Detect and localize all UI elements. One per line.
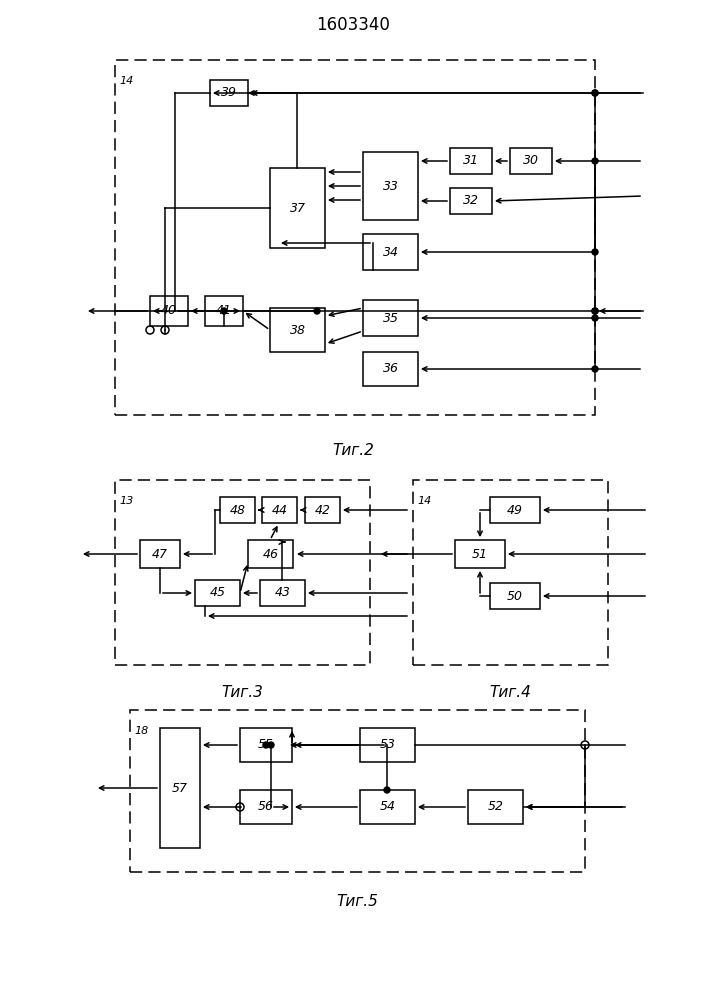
Bar (240, 728, 292, 762)
Circle shape (592, 308, 598, 314)
Bar (360, 728, 415, 762)
Bar (220, 497, 255, 523)
Text: 31: 31 (463, 154, 479, 167)
Text: 54: 54 (380, 800, 395, 814)
Bar (413, 480, 608, 665)
Circle shape (592, 366, 598, 372)
Text: Τиг.3: Τиг.3 (221, 685, 263, 700)
Text: 49: 49 (507, 504, 523, 516)
Circle shape (592, 315, 598, 321)
Circle shape (592, 249, 598, 255)
Text: 36: 36 (382, 362, 399, 375)
Text: 30: 30 (523, 154, 539, 167)
Text: 18: 18 (134, 726, 148, 736)
Bar (262, 497, 297, 523)
Text: 32: 32 (463, 194, 479, 208)
Text: 13: 13 (119, 496, 133, 506)
Bar (305, 497, 340, 523)
Text: 33: 33 (382, 180, 399, 192)
Circle shape (268, 742, 274, 748)
Text: 14: 14 (417, 496, 431, 506)
Circle shape (592, 90, 598, 96)
Bar (210, 80, 248, 106)
Text: 51: 51 (472, 548, 488, 560)
Bar (363, 234, 418, 270)
Bar (455, 540, 505, 568)
Text: 40: 40 (161, 304, 177, 318)
Circle shape (221, 308, 227, 314)
Bar (270, 308, 325, 352)
Text: 52: 52 (488, 800, 503, 814)
Text: 47: 47 (152, 548, 168, 560)
Text: 55: 55 (258, 738, 274, 752)
Text: 46: 46 (262, 548, 279, 560)
Text: 43: 43 (274, 586, 291, 599)
Bar (150, 296, 188, 326)
Text: 56: 56 (258, 800, 274, 814)
Circle shape (592, 158, 598, 164)
Bar (160, 728, 200, 848)
Text: Τиг.2: Τиг.2 (332, 443, 374, 458)
Bar (140, 540, 180, 568)
Bar (240, 790, 292, 824)
Text: 37: 37 (289, 202, 305, 215)
Text: 14: 14 (119, 76, 133, 86)
Bar (450, 188, 492, 214)
Text: Τиг.4: Τиг.4 (489, 685, 531, 700)
Circle shape (263, 742, 269, 748)
Bar (205, 296, 243, 326)
Bar (260, 580, 305, 606)
Text: 1603340: 1603340 (316, 16, 390, 34)
Bar (195, 580, 240, 606)
Bar (130, 710, 585, 872)
Bar (510, 148, 552, 174)
Text: 53: 53 (380, 738, 395, 752)
Bar (363, 352, 418, 386)
Bar (468, 790, 523, 824)
Text: 57: 57 (172, 782, 188, 794)
Circle shape (592, 308, 598, 314)
Text: 41: 41 (216, 304, 232, 318)
Circle shape (314, 308, 320, 314)
Bar (248, 540, 293, 568)
Text: 48: 48 (230, 504, 245, 516)
Bar (363, 300, 418, 336)
Bar (115, 480, 370, 665)
Bar (490, 497, 540, 523)
Bar (270, 168, 325, 248)
Text: 50: 50 (507, 589, 523, 602)
Text: 39: 39 (221, 87, 237, 100)
Text: 34: 34 (382, 245, 399, 258)
Circle shape (384, 787, 390, 793)
Text: 44: 44 (271, 504, 288, 516)
Text: 38: 38 (289, 324, 305, 336)
Text: Τиг.5: Τиг.5 (336, 894, 378, 909)
Bar (360, 790, 415, 824)
Bar (490, 583, 540, 609)
Circle shape (592, 90, 598, 96)
Bar (450, 148, 492, 174)
Bar (363, 152, 418, 220)
Bar (115, 60, 595, 415)
Text: 42: 42 (315, 504, 330, 516)
Text: 35: 35 (382, 312, 399, 324)
Text: 45: 45 (209, 586, 226, 599)
